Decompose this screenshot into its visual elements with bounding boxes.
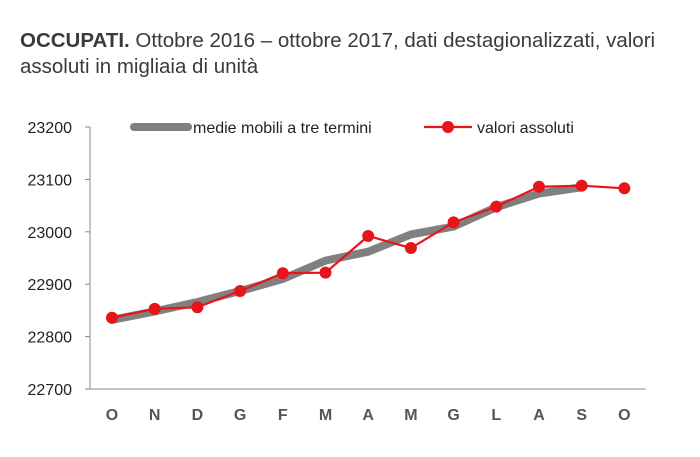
series-absolute-point (533, 180, 545, 193)
x-tick-label: M (319, 407, 332, 424)
x-tick-label: D (192, 407, 204, 424)
y-axis: 22700 22800 22900 23000 23100 23200 (28, 120, 91, 399)
series-absolute-point (618, 182, 631, 195)
series-absolute-point (362, 229, 375, 242)
x-tick-label: M (404, 407, 417, 424)
x-tick-label: O (618, 407, 630, 424)
y-tick-label: 22900 (28, 277, 73, 294)
legend-absolute-swatch-marker (442, 121, 454, 133)
series-absolute-point (447, 216, 460, 229)
series-absolute-point (575, 179, 588, 192)
x-tick-label: G (234, 407, 246, 424)
y-tick-label: 22700 (28, 382, 73, 399)
x-tick-label: S (576, 407, 587, 424)
chart-title-rest: Ottobre 2016 – ottobre 2017, dati destag… (20, 29, 656, 78)
x-tick-label: O (106, 407, 118, 424)
x-tick-label: N (149, 407, 161, 424)
y-tick-label: 23200 (28, 120, 73, 137)
legend-moving-avg-label: medie mobili a tre termini (193, 120, 372, 137)
legend-absolute-label: valori assoluti (477, 120, 574, 137)
y-tick-label: 23100 (28, 172, 73, 189)
y-tick-label: 23000 (28, 225, 73, 242)
x-tick-label: G (447, 407, 459, 424)
chart-title-bold: OCCUPATI. (20, 29, 130, 52)
chart-title: OCCUPATI. Ottobre 2016 – ottobre 2017, d… (20, 28, 685, 80)
x-tick-label: L (491, 407, 501, 424)
series-absolute-point (319, 266, 332, 279)
x-tick-label: A (362, 407, 374, 424)
series-absolute-point (404, 242, 417, 255)
series-absolute-point (148, 302, 161, 315)
series-absolute-point (106, 311, 118, 324)
legend: medie mobili a tre termini valori assolu… (130, 120, 574, 137)
x-tick-label: F (278, 407, 288, 424)
series-absolute-point (276, 267, 289, 280)
series-layer (106, 179, 631, 324)
series-moving-avg-line (108, 183, 586, 324)
x-tick-label: A (533, 407, 545, 424)
series-absolute-point (191, 301, 204, 314)
series-absolute-point (490, 200, 503, 213)
y-tick-label: 22800 (28, 330, 73, 347)
series-absolute-point (234, 285, 247, 298)
